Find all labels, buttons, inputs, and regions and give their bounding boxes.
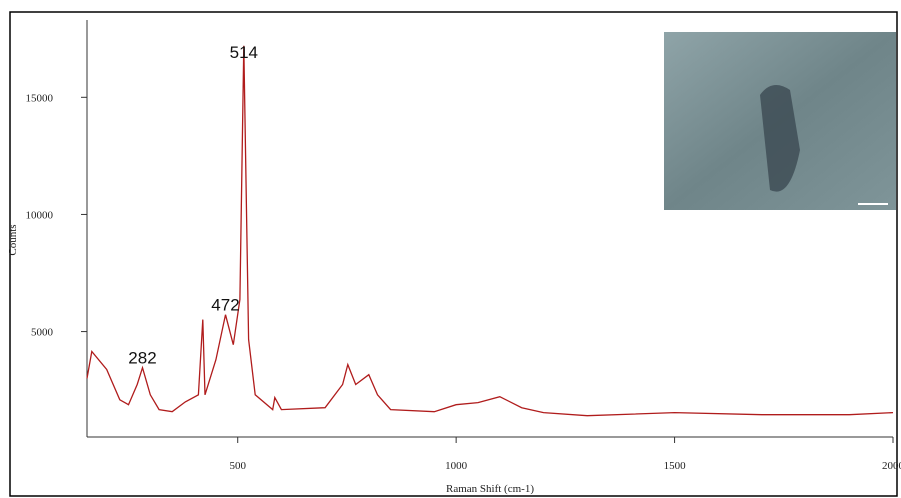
y-tick-label: 10000: [26, 209, 54, 221]
crystal: [760, 85, 800, 192]
inset-photo: [664, 32, 896, 210]
x-tick-label: 2000: [882, 460, 901, 472]
x-tick-label: 1500: [664, 460, 687, 472]
spectrum-line: [86, 45, 894, 417]
x-tick-label: 500: [229, 460, 246, 472]
x-tick-label: 1000: [445, 460, 468, 472]
x-axis-label: Raman Shift (cm-1): [446, 483, 534, 495]
peak-label: 472: [211, 296, 239, 315]
y-axis-label: Counts: [7, 224, 19, 255]
y-tick-label: 5000: [31, 327, 54, 339]
y-tick-label: 15000: [26, 92, 54, 104]
peak-label: 282: [128, 349, 156, 368]
peak-label: 514: [230, 43, 258, 62]
